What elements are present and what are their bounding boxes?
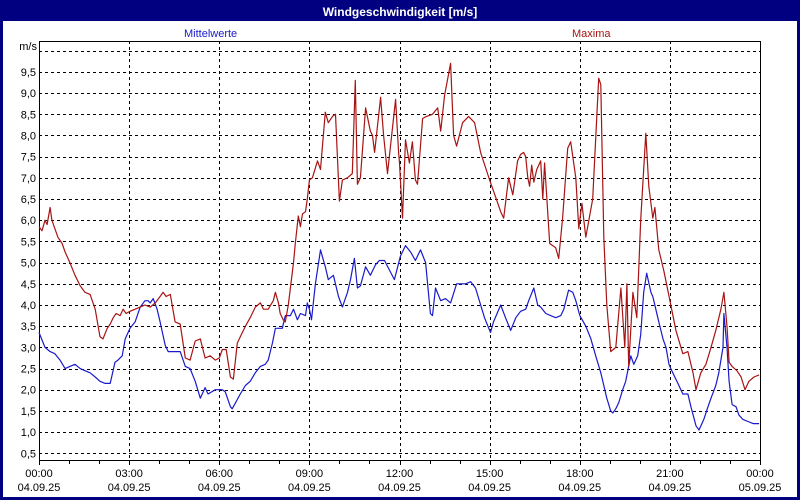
svg-text:2,5: 2,5 [21,364,36,376]
svg-text:5,0: 5,0 [21,258,36,270]
gridlines [39,41,760,460]
svg-text:15:00: 15:00 [476,468,504,480]
svg-text:04.09.25: 04.09.25 [288,482,331,494]
svg-text:0,5: 0,5 [21,448,36,460]
legend-label-maxima: Maxima [572,28,611,40]
svg-text:00:00: 00:00 [25,468,53,480]
svg-text:00:00: 00:00 [746,468,774,480]
svg-text:9,0: 9,0 [21,88,36,100]
window-title: Windgeschwindigkeit [m/s] [322,5,478,19]
svg-text:21:00: 21:00 [656,468,684,480]
svg-text:3,0: 3,0 [21,342,36,354]
series-line-maxima [38,62,760,391]
svg-text:5,5: 5,5 [21,236,36,248]
svg-text:9,5: 9,5 [21,67,36,79]
svg-text:6,0: 6,0 [21,215,36,227]
svg-text:8,0: 8,0 [21,130,36,142]
svg-text:09:00: 09:00 [296,468,324,480]
svg-text:04.09.25: 04.09.25 [648,482,691,494]
svg-text:04.09.25: 04.09.25 [108,482,151,494]
svg-text:04.09.25: 04.09.25 [558,482,601,494]
plot-frame [39,41,761,461]
series-line-mittelwerte [38,245,760,431]
svg-text:2,0: 2,0 [21,385,36,397]
y-axis-unit-label: m/s [19,41,37,53]
title-bar: Windgeschwindigkeit [m/s] [3,3,797,21]
svg-text:04.09.25: 04.09.25 [18,482,61,494]
svg-text:4,0: 4,0 [21,300,36,312]
legend-label-mittelwerte: Mittelwerte [184,28,238,40]
svg-text:4,5: 4,5 [21,279,36,291]
svg-text:7,5: 7,5 [21,152,36,164]
svg-text:3,5: 3,5 [21,321,36,333]
svg-text:18:00: 18:00 [566,468,594,480]
svg-text:04.09.25: 04.09.25 [378,482,421,494]
svg-text:12:00: 12:00 [386,468,414,480]
svg-text:04.09.25: 04.09.25 [198,482,241,494]
svg-text:03:00: 03:00 [115,468,143,480]
svg-text:6,5: 6,5 [21,194,36,206]
svg-text:06:00: 06:00 [205,468,233,480]
svg-text:8,5: 8,5 [21,109,36,121]
svg-text:1,5: 1,5 [21,406,36,418]
svg-text:7,0: 7,0 [21,173,36,185]
wind-speed-chart: 0,5 1,0 1,5 2,0 2,5 3,0 3,5 4,0 4,5 5,0 5,5 6,0 6,5 7… [18,41,782,494]
svg-text:04.09.25: 04.09.25 [468,482,511,494]
x-axis-tick-labels: 00:00 04.09.25 03:00 04.09.25 06:00 04.09.25 0… [18,468,782,494]
svg-text:1,0: 1,0 [21,427,36,439]
y-axis-tick-labels: 0,5 1,0 1,5 2,0 2,5 3,0 3,5 4,0 4,5 5,0 5,5 6,0 6,5 7… [21,67,36,460]
svg-text:05.09.25: 05.09.25 [739,482,782,494]
